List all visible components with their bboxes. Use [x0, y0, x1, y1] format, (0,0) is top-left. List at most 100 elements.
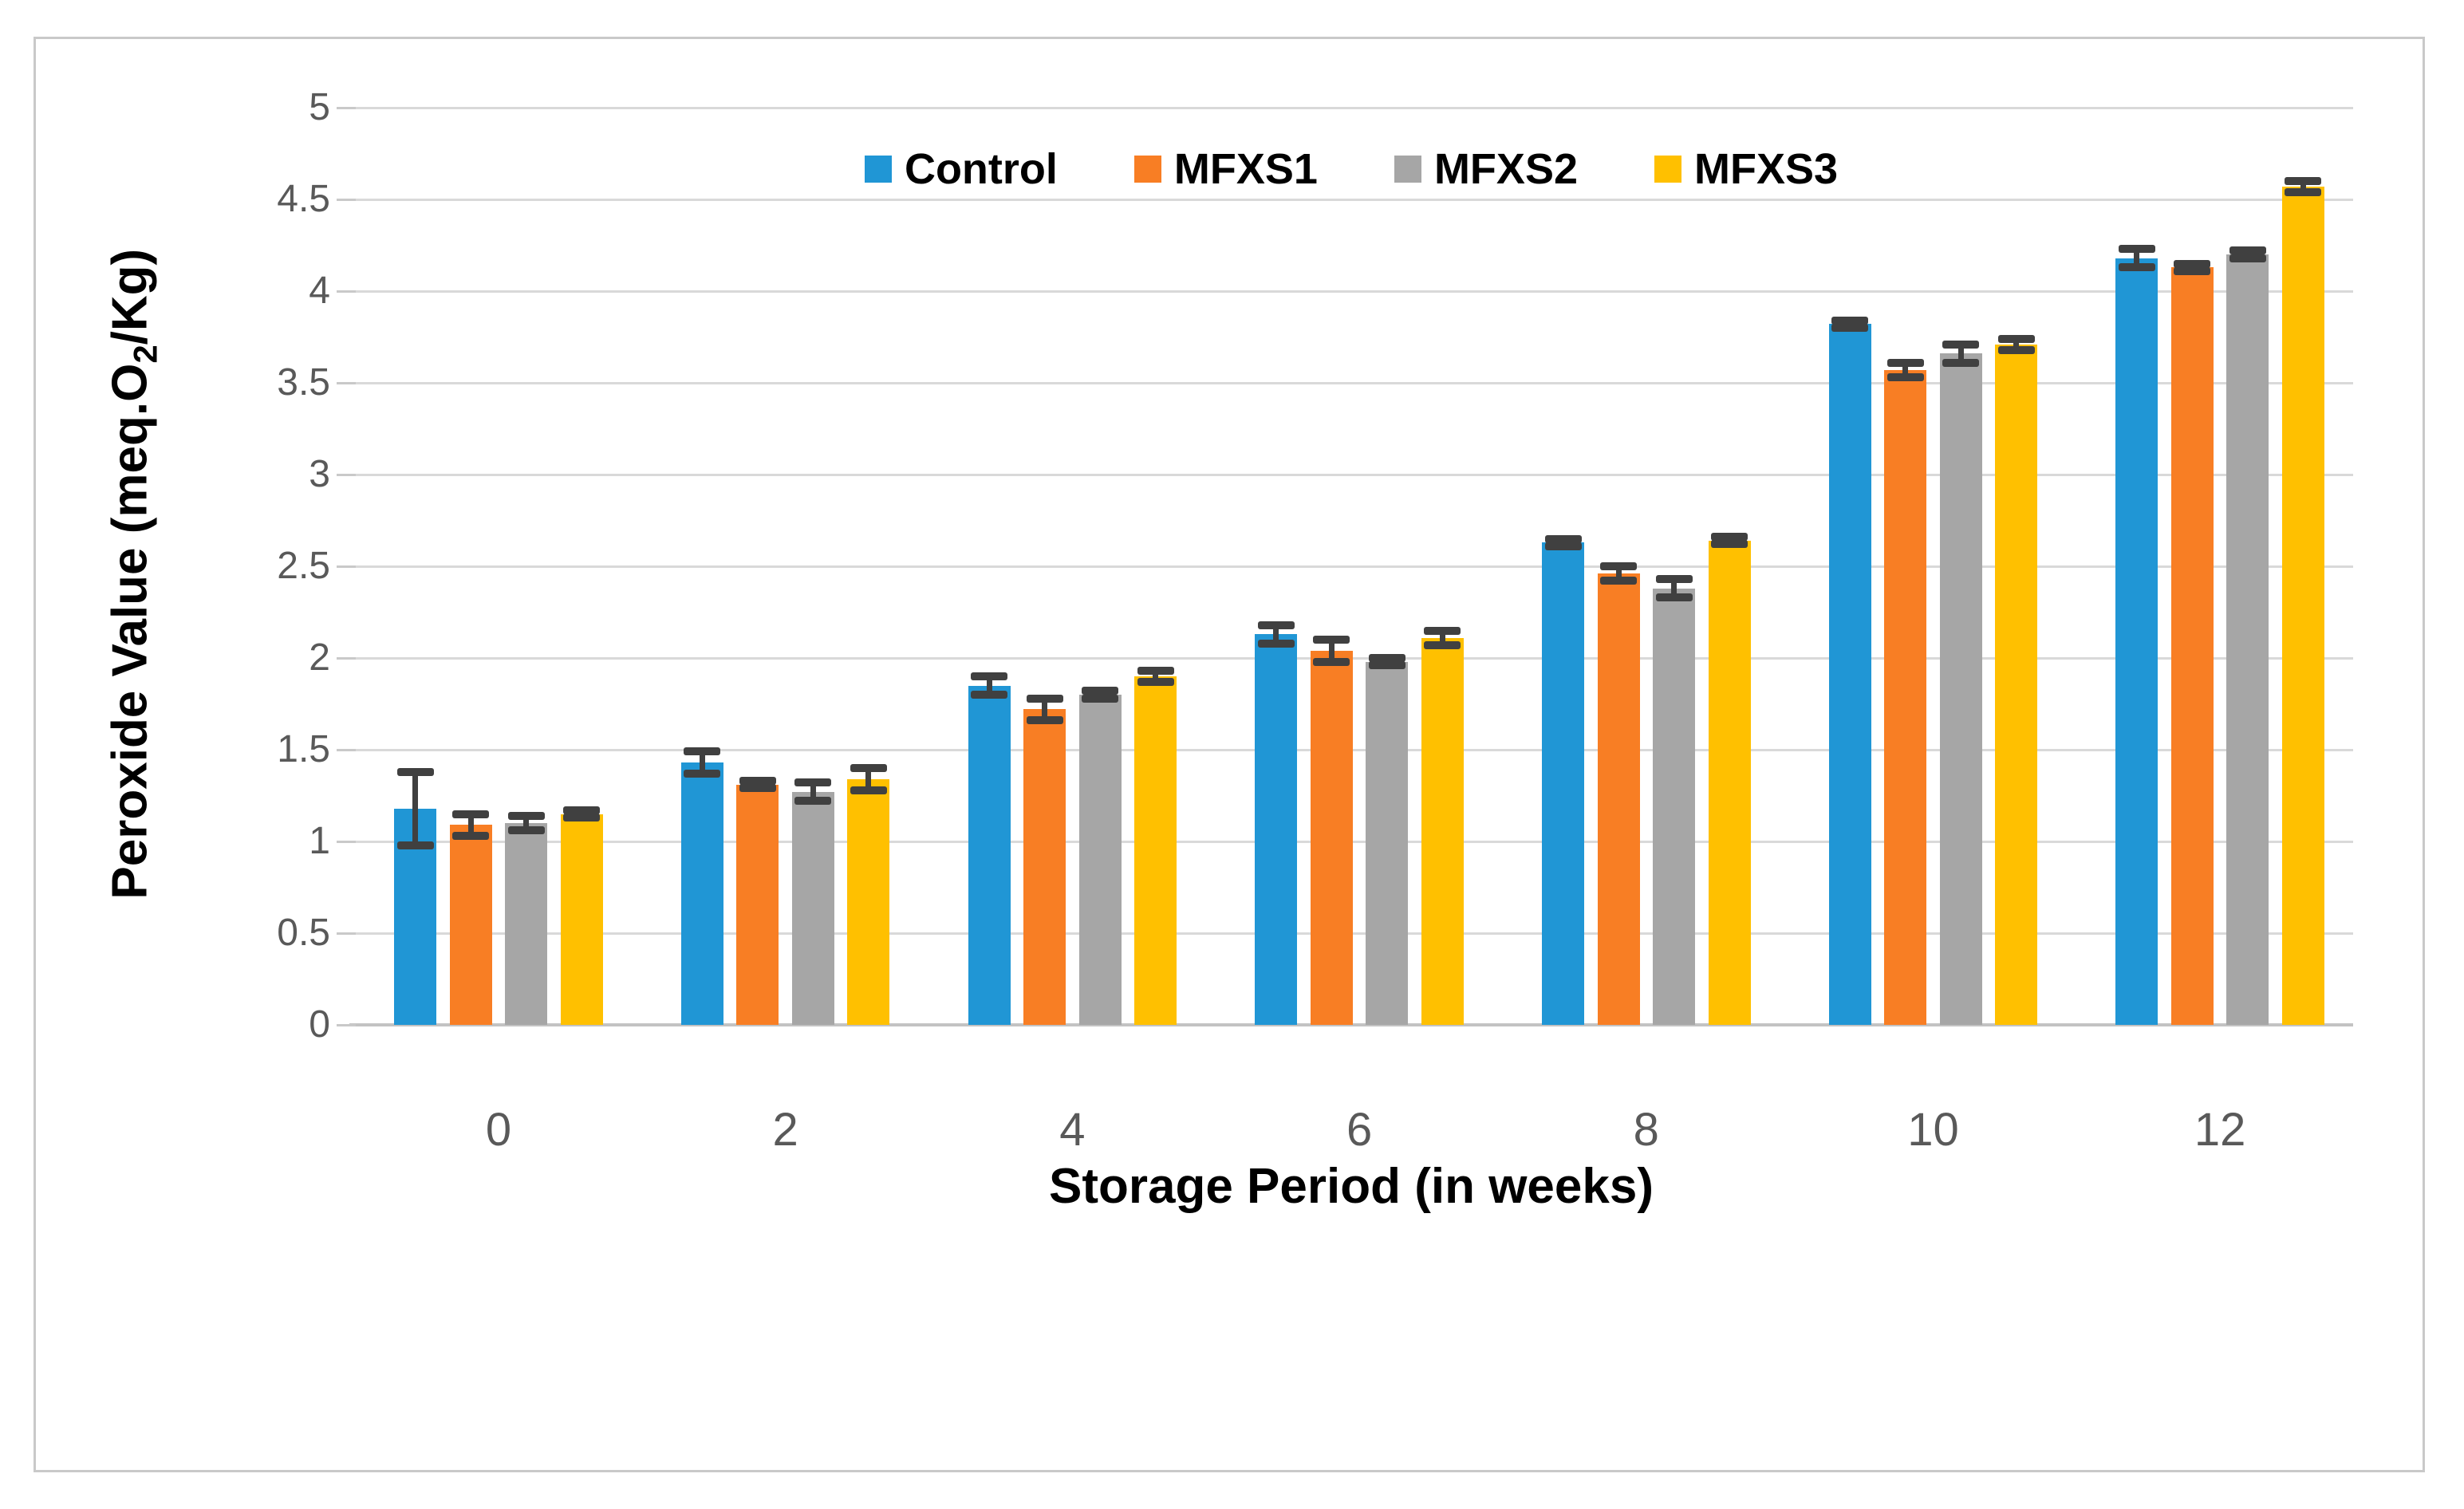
x-tick-label-2: 2 — [772, 1104, 798, 1156]
gridline-y-4.5 — [349, 199, 2353, 201]
y-axis-tick — [337, 474, 356, 476]
error-bar-cap-bottom — [1711, 540, 1748, 549]
error-bar-cap-top — [1137, 667, 1174, 676]
legend-label-mfxs2: MFXS2 — [1433, 145, 1578, 193]
error-bar-line — [1328, 640, 1335, 662]
bar-mfxs1-week-8 — [1597, 573, 1640, 1025]
error-bar-cap-bottom — [2118, 263, 2155, 272]
x-axis-title: Storage Period (in weeks) — [1049, 1159, 1654, 1214]
error-bar-cap-bottom — [1544, 542, 1582, 550]
bar-mfxs1-week-4 — [1023, 709, 1066, 1025]
error-bar-line — [2134, 249, 2140, 268]
bar-mfxs1-week-12 — [2170, 267, 2214, 1025]
y-axis-tick — [337, 199, 356, 201]
error-bar-cap-bottom — [971, 691, 1008, 699]
error-bar-cap-bottom — [1026, 716, 1063, 725]
legend-item-mfxs2: MFXS2 — [1394, 148, 1578, 191]
error-bar-cap-bottom — [1942, 358, 1980, 367]
bar-mfxs2-week-10 — [1939, 353, 1982, 1025]
bar-mfxs2-week-12 — [2226, 254, 2269, 1025]
legend-swatch-mfxs3 — [1654, 156, 1681, 183]
error-bar-cap-bottom — [794, 797, 832, 806]
error-bar-cap-top — [794, 778, 832, 787]
error-bar-line — [1042, 698, 1048, 721]
y-axis-tick — [337, 657, 356, 660]
legend-item-mfxs1: MFXS1 — [1133, 145, 1318, 193]
error-bar-cap-bottom — [1886, 373, 1924, 382]
y-tick-label: 0 — [309, 1003, 330, 1046]
error-bar-cap-top — [1082, 687, 1119, 695]
legend-label-mfxs1: MFXS1 — [1173, 145, 1318, 193]
error-bar-line — [1957, 344, 1964, 363]
gridline-y-4 — [349, 290, 2353, 293]
error-bar-line — [865, 768, 872, 790]
error-bar-cap-top — [452, 810, 490, 818]
y-axis-tick — [337, 1024, 356, 1026]
y-tick-label: 2 — [309, 636, 330, 679]
y-tick-label: 1.5 — [277, 728, 330, 770]
gridline-y-3.5 — [349, 382, 2353, 384]
error-bar-line — [1902, 362, 1909, 378]
y-tick-label: 0.5 — [277, 912, 330, 954]
legend-swatch-mfxs2 — [1394, 156, 1421, 183]
bar-mfxs2-week-6 — [1366, 661, 1409, 1025]
x-axis-line — [349, 1023, 2353, 1026]
error-bar-cap-bottom — [1655, 593, 1693, 602]
bar-control-week-8 — [1542, 542, 1585, 1025]
error-bar-line — [2013, 338, 2020, 350]
error-bar-line — [986, 676, 992, 695]
y-axis-title-pre: Peroxide Value (meq.O — [102, 363, 158, 900]
error-bar-cap-top — [1026, 694, 1063, 703]
error-bar-line — [523, 815, 530, 831]
error-bar-line — [1439, 630, 1445, 645]
x-tick-label-0: 0 — [485, 1104, 512, 1156]
y-tick-label: 4 — [309, 270, 330, 312]
error-bar-cap-top — [1655, 575, 1693, 584]
y-tick-label: 4.5 — [277, 178, 330, 220]
bar-mfxs3-week-4 — [1134, 676, 1177, 1025]
error-bar-cap-top — [2174, 259, 2211, 268]
error-bar-line — [1153, 671, 1159, 682]
error-bar-cap-top — [1711, 533, 1748, 542]
error-bar-cap-bottom — [1257, 639, 1295, 648]
bar-mfxs3-week-8 — [1708, 540, 1751, 1025]
error-bar-line — [412, 771, 419, 845]
error-bar-cap-bottom — [507, 826, 545, 835]
error-bar-cap-top — [1424, 626, 1461, 635]
y-axis-tick — [337, 749, 356, 751]
error-bar-cap-bottom — [1600, 577, 1638, 585]
gridline-y-2.5 — [349, 565, 2353, 568]
error-bar-cap-top — [507, 811, 545, 820]
legend-item-mfxs3: MFXS3 — [1654, 148, 1838, 191]
error-bar-cap-top — [1368, 654, 1405, 662]
bar-control-week-4 — [968, 685, 1011, 1025]
bar-mfxs2-week-0 — [505, 823, 548, 1025]
x-tick-label-12: 12 — [2194, 1104, 2246, 1156]
error-bar-cap-top — [1831, 316, 1869, 325]
legend-label-control: Control — [904, 145, 1058, 193]
error-bar-cap-top — [739, 777, 776, 786]
gridline-y-5 — [349, 107, 2353, 109]
error-bar-line — [810, 782, 816, 802]
bar-control-week-10 — [1828, 324, 1871, 1025]
error-bar-line — [1273, 624, 1279, 644]
error-bar-line — [1671, 579, 1677, 598]
y-tick-label: 2.5 — [277, 545, 330, 587]
error-bar-cap-top — [1257, 621, 1295, 629]
bar-mfxs1-week-2 — [736, 784, 779, 1025]
y-tick-label: 3 — [309, 453, 330, 495]
error-bar-cap-bottom — [452, 832, 490, 841]
legend: Control MFXS1 MFXS2 MFXS3 — [349, 137, 2353, 201]
error-bar-cap-bottom — [684, 769, 721, 778]
bar-mfxs3-week-2 — [847, 778, 890, 1025]
error-bar-cap-top — [971, 672, 1008, 680]
bar-mfxs1-week-6 — [1310, 650, 1353, 1025]
error-bar-cap-top — [1942, 340, 1980, 349]
error-bar-cap-bottom — [1082, 694, 1119, 703]
error-bar-cap-bottom — [850, 786, 887, 794]
error-bar-cap-top — [563, 806, 601, 814]
bar-control-week-12 — [2115, 258, 2158, 1025]
error-bar-cap-bottom — [1424, 640, 1461, 649]
y-tick-label: 3.5 — [277, 361, 330, 404]
